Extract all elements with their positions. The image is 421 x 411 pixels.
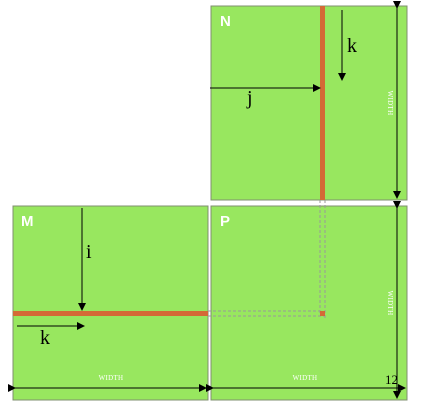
matrix-n-label: N xyxy=(220,13,231,30)
matrix-m: M i k WIDTH xyxy=(8,205,209,401)
matrix-n: N k j WIDTH xyxy=(210,1,408,201)
matrix-n-k-label: k xyxy=(347,35,357,57)
matrix-p: P WIDTH WIDTH 12 xyxy=(206,200,408,401)
matrix-n-j-label: j xyxy=(246,87,253,109)
matrix-m-width-label: WIDTH xyxy=(99,374,124,382)
matrix-m-block xyxy=(12,205,209,401)
matrix-n-column-highlight xyxy=(320,6,325,200)
matrix-p-block xyxy=(210,205,408,401)
matrix-p-height-label: WIDTH xyxy=(386,291,394,316)
matrix-n-height-label: WIDTH xyxy=(386,91,394,116)
matrix-m-row-highlight xyxy=(13,311,208,316)
matrix-m-i-label: i xyxy=(86,241,92,263)
matrix-m-k-label: k xyxy=(40,327,50,349)
matrix-p-result-element xyxy=(320,311,325,316)
matrix-n-block xyxy=(210,5,408,201)
matrix-p-label: P xyxy=(220,213,230,230)
corner-number: 12 xyxy=(385,372,398,387)
matrix-p-width-label: WIDTH xyxy=(293,374,318,382)
matrix-m-label: M xyxy=(21,213,34,230)
